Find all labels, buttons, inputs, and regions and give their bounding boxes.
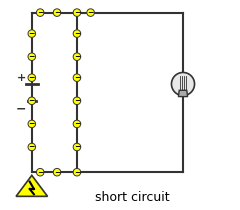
Text: −: −: [16, 103, 27, 116]
Text: −: −: [54, 8, 60, 17]
Circle shape: [171, 72, 195, 96]
Text: −: −: [74, 143, 80, 151]
Text: −: −: [74, 119, 80, 128]
Circle shape: [28, 30, 36, 37]
Text: −: −: [87, 8, 94, 17]
Circle shape: [36, 168, 44, 176]
Text: −: −: [74, 29, 80, 38]
Circle shape: [73, 120, 81, 128]
Circle shape: [53, 168, 61, 176]
Text: −: −: [74, 8, 80, 17]
Text: −: −: [29, 143, 35, 151]
Polygon shape: [16, 175, 48, 196]
Text: −: −: [54, 168, 60, 177]
Polygon shape: [178, 90, 188, 97]
Text: −: −: [29, 96, 35, 105]
Circle shape: [73, 97, 81, 105]
Text: −: −: [29, 119, 35, 128]
Text: −: −: [37, 8, 43, 17]
Text: −: −: [74, 52, 80, 61]
Text: −: −: [29, 73, 35, 82]
Circle shape: [28, 74, 36, 81]
Text: −: −: [29, 29, 35, 38]
Text: short circuit: short circuit: [95, 191, 169, 204]
Circle shape: [73, 74, 81, 81]
Text: −: −: [29, 52, 35, 61]
Circle shape: [73, 168, 81, 176]
Circle shape: [73, 143, 81, 151]
Circle shape: [28, 97, 36, 105]
Circle shape: [53, 9, 61, 16]
Circle shape: [28, 143, 36, 151]
Text: −: −: [74, 73, 80, 82]
Circle shape: [73, 53, 81, 60]
Circle shape: [87, 9, 94, 16]
Text: −: −: [37, 168, 43, 177]
Text: −: −: [74, 168, 80, 177]
Text: +: +: [17, 73, 26, 83]
Circle shape: [28, 53, 36, 60]
Circle shape: [73, 9, 81, 16]
Text: −: −: [74, 96, 80, 105]
Circle shape: [73, 30, 81, 37]
Circle shape: [36, 9, 44, 16]
Circle shape: [28, 120, 36, 128]
